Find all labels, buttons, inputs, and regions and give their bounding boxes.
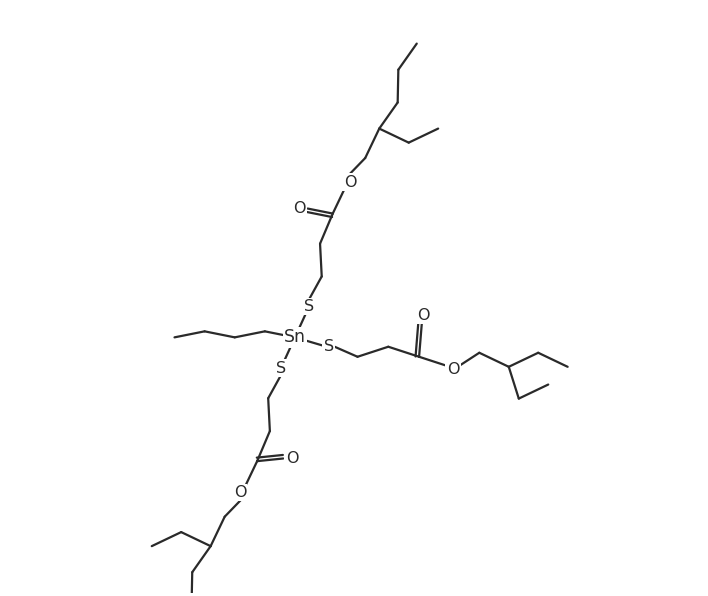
Text: O: O (447, 362, 459, 377)
Text: S: S (324, 339, 333, 354)
Text: O: O (234, 485, 246, 500)
Text: Sn: Sn (284, 328, 306, 346)
Text: S: S (304, 299, 314, 314)
Text: O: O (418, 308, 430, 323)
Text: S: S (276, 361, 286, 375)
Text: O: O (343, 175, 356, 190)
Text: O: O (293, 201, 305, 216)
Text: O: O (285, 451, 298, 466)
